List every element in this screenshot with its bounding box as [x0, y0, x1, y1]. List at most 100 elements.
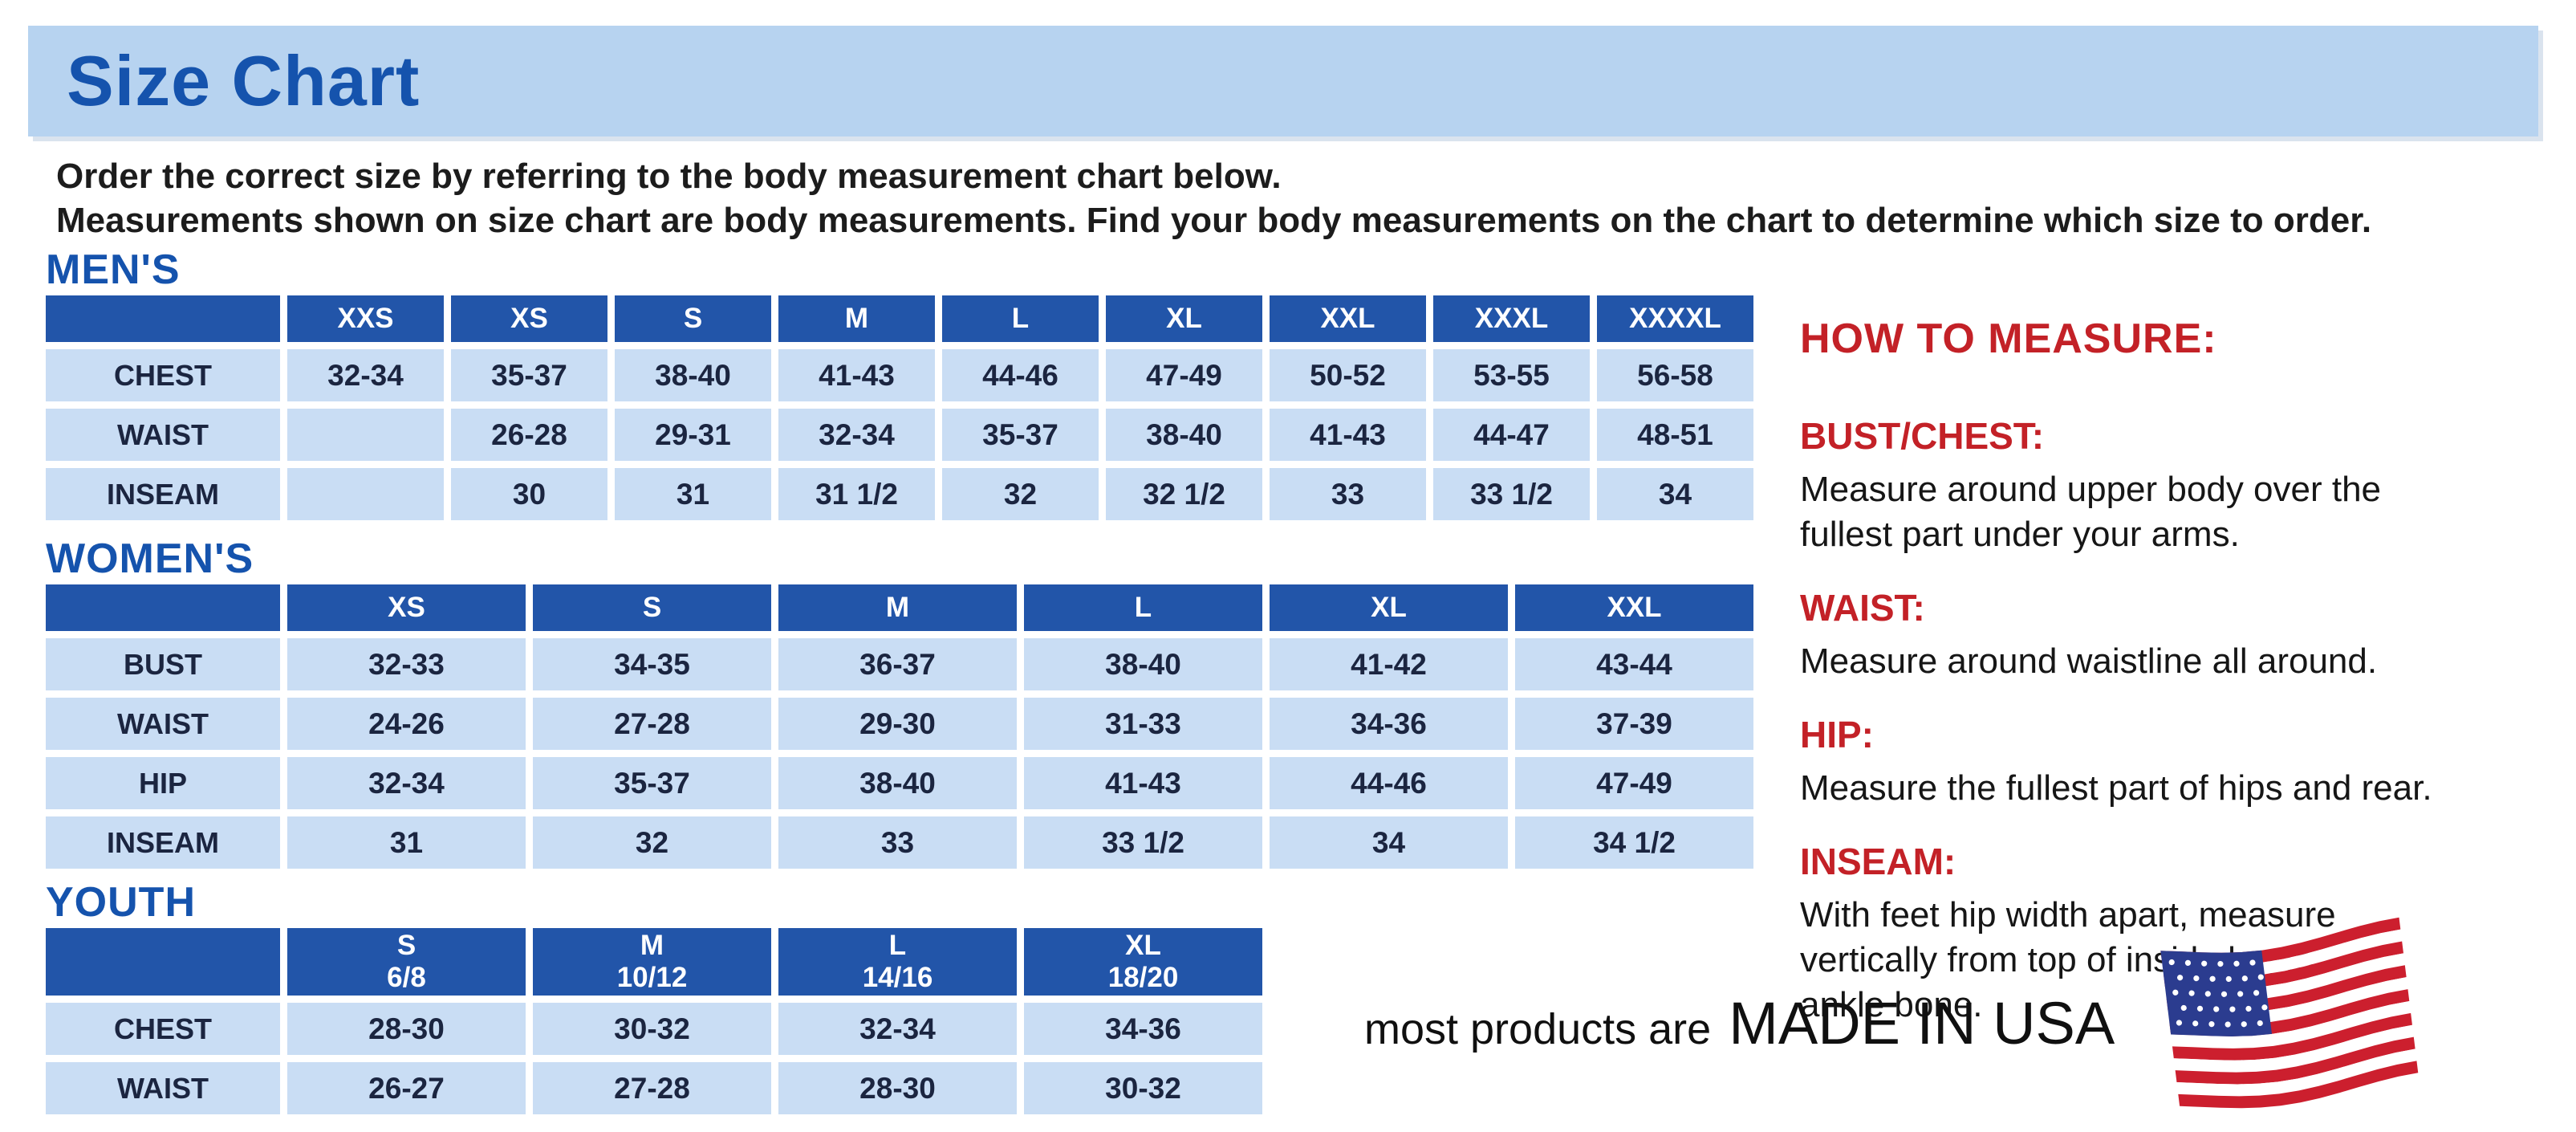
data-cell: 26-28 [451, 409, 607, 461]
data-cell: 47-49 [1515, 757, 1753, 809]
measure-label-waist: WAIST: [1800, 587, 1925, 629]
column-header-cell: XL 18/20 [1024, 928, 1262, 996]
data-cell: 33 1/2 [1024, 816, 1262, 869]
measure-label-hip: HIP: [1800, 714, 1874, 755]
column-header-cell: XL [1270, 584, 1508, 631]
data-cell: 28-30 [778, 1062, 1017, 1114]
size-range: 10/12 [616, 962, 688, 993]
column-header-cell: XXL [1270, 295, 1426, 342]
data-cell: 41-43 [778, 349, 935, 401]
data-cell: 50-52 [1270, 349, 1426, 401]
measure-label-inseam: INSEAM: [1800, 841, 1956, 882]
column-header-cell: XXS [287, 295, 444, 342]
size-name: M [640, 930, 664, 961]
row-label-cell: BUST [46, 638, 280, 690]
size-name: L [888, 930, 907, 961]
column-header-cell: XS [451, 295, 607, 342]
usa-flag-icon [2160, 917, 2419, 1109]
data-cell: 44-47 [1433, 409, 1590, 461]
table-corner-cell [46, 584, 280, 631]
data-cell: 31 [615, 468, 771, 520]
row-label-cell: CHEST [46, 349, 280, 401]
data-cell: 32-34 [778, 409, 935, 461]
data-cell: 32-34 [287, 757, 526, 809]
column-header-cell: XL [1106, 295, 1262, 342]
data-cell: 36-37 [778, 638, 1017, 690]
made-in-usa-text: MADE IN USA [1729, 990, 2115, 1057]
data-cell: 31-33 [1024, 698, 1262, 750]
data-cell: 38-40 [1024, 638, 1262, 690]
data-cell: 30-32 [1024, 1062, 1262, 1114]
table-corner-cell [46, 295, 280, 342]
data-cell: 34-35 [533, 638, 771, 690]
data-cell: 27-28 [533, 698, 771, 750]
size-range: 6/8 [387, 962, 426, 993]
womens-size-table: XS S M L XL XXL BUST 32-33 34-35 36-37 38-40 41-42 4… [46, 584, 1753, 869]
data-cell: 34-36 [1270, 698, 1508, 750]
data-cell: 31 1/2 [778, 468, 935, 520]
column-header-cell: M 10/12 [533, 928, 771, 996]
size-name: S [396, 930, 416, 961]
how-to-measure-title: HOW TO MEASURE: [1800, 316, 2217, 362]
data-cell: 35-37 [942, 409, 1099, 461]
size-range: 18/20 [1107, 962, 1179, 993]
data-cell: 27-28 [533, 1062, 771, 1114]
data-cell: 41-43 [1270, 409, 1426, 461]
data-cell: 33 1/2 [1433, 468, 1590, 520]
intro-text: Order the correct size by referring to t… [56, 154, 2371, 242]
data-cell: 38-40 [615, 349, 771, 401]
data-cell: 34 1/2 [1515, 816, 1753, 869]
data-cell: 28-30 [287, 1003, 526, 1055]
column-header-cell: XXL [1515, 584, 1753, 631]
data-cell: 35-37 [451, 349, 607, 401]
data-cell: 48-51 [1597, 409, 1753, 461]
column-header-cell: XS [287, 584, 526, 631]
page-title-banner: Size Chart [28, 26, 2538, 136]
data-cell: 32 [533, 816, 771, 869]
data-cell: 32-34 [778, 1003, 1017, 1055]
measure-text-waist: Measure around waistline all around. [1800, 641, 2378, 681]
data-cell: 38-40 [778, 757, 1017, 809]
data-cell: 24-26 [287, 698, 526, 750]
section-heading-youth: YOUTH [46, 879, 196, 926]
data-cell: 34 [1270, 816, 1508, 869]
table-corner-cell [46, 928, 280, 996]
data-cell: 37-39 [1515, 698, 1753, 750]
measure-label-bust-chest: BUST/CHEST: [1800, 415, 2045, 457]
row-label-cell: WAIST [46, 698, 280, 750]
column-header-cell: S [533, 584, 771, 631]
data-cell: 32-33 [287, 638, 526, 690]
data-cell: 32 1/2 [1106, 468, 1262, 520]
intro-line-2: Measurements shown on size chart are bod… [56, 201, 2372, 240]
column-header-cell: S [615, 295, 771, 342]
column-header-cell: L 14/16 [778, 928, 1017, 996]
data-cell [287, 468, 444, 520]
column-header-cell: XXXL [1433, 295, 1590, 342]
data-cell: 30 [451, 468, 607, 520]
data-cell: 41-42 [1270, 638, 1508, 690]
data-cell: 32 [942, 468, 1099, 520]
size-name: XL [1125, 930, 1161, 961]
mens-size-table: XXS XS S M L XL XXL XXXL XXXXL CHEST 32-34 35-37 38-… [46, 295, 1753, 520]
data-cell: 47-49 [1106, 349, 1262, 401]
column-header-cell: XXXXL [1597, 295, 1753, 342]
data-cell: 31 [287, 816, 526, 869]
measure-text-hip: Measure the fullest part of hips and rea… [1800, 768, 2432, 808]
data-cell: 29-30 [778, 698, 1017, 750]
row-label-cell: WAIST [46, 1062, 280, 1114]
row-label-cell: WAIST [46, 409, 280, 461]
footer-prefix-text: most products are [1364, 1005, 1712, 1053]
row-label-cell: INSEAM [46, 816, 280, 869]
data-cell: 53-55 [1433, 349, 1590, 401]
column-header-cell: M [778, 584, 1017, 631]
row-label-cell: HIP [46, 757, 280, 809]
data-cell: 34-36 [1024, 1003, 1262, 1055]
page-title: Size Chart [67, 41, 421, 120]
intro-line-1: Order the correct size by referring to t… [56, 157, 1282, 196]
data-cell: 33 [1270, 468, 1426, 520]
data-cell: 38-40 [1106, 409, 1262, 461]
measure-text-bust-chest: Measure around upper body over the fulle… [1800, 470, 2382, 554]
data-cell: 29-31 [615, 409, 771, 461]
data-cell: 33 [778, 816, 1017, 869]
